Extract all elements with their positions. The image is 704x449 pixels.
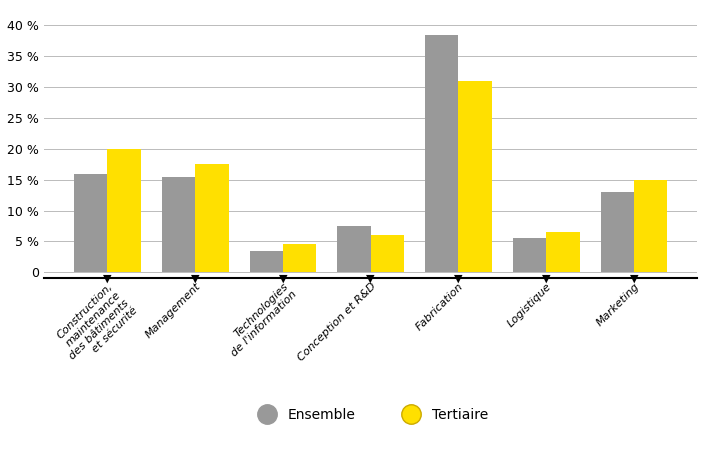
Bar	[108, 149, 141, 272]
Legend: Ensemble, Tertiaire: Ensemble, Tertiaire	[246, 401, 496, 429]
Bar	[458, 81, 492, 272]
Bar	[546, 232, 579, 272]
Bar	[513, 238, 546, 272]
Bar	[371, 235, 404, 272]
Text: ▼: ▼	[630, 273, 639, 284]
Bar	[634, 180, 667, 272]
Text: ▼: ▼	[191, 273, 199, 284]
Text: ▼: ▼	[367, 273, 375, 284]
Bar	[250, 251, 283, 272]
Bar	[601, 192, 634, 272]
Bar	[74, 173, 108, 272]
Bar	[337, 226, 371, 272]
Bar	[195, 164, 229, 272]
Text: ▼: ▼	[454, 273, 463, 284]
Text: ▼: ▼	[542, 273, 551, 284]
Bar	[425, 35, 458, 272]
Bar	[162, 176, 195, 272]
Text: ▼: ▼	[103, 273, 112, 284]
Text: ▼: ▼	[279, 273, 287, 284]
Bar	[283, 244, 316, 272]
